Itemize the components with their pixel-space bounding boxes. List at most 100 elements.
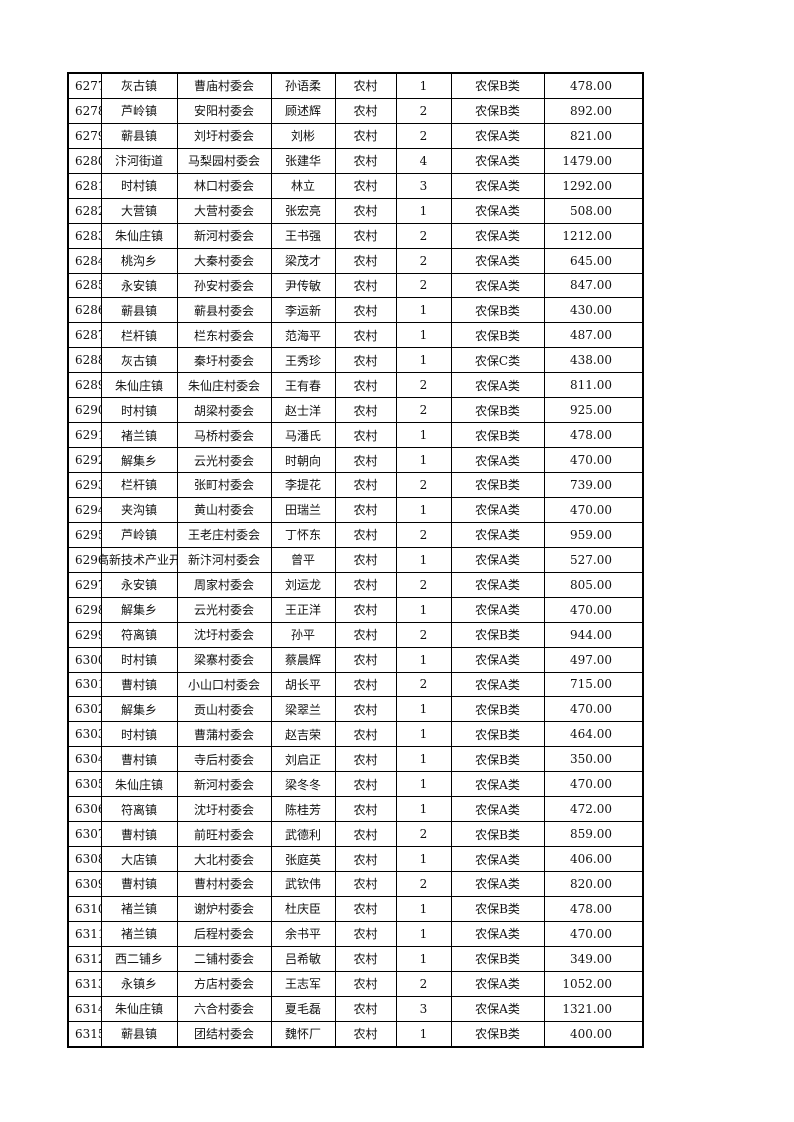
cell-area-type: 农村 xyxy=(334,671,397,698)
cell-village-committee: 六合村委会 xyxy=(176,995,272,1022)
cell-insurance-category: 农保B类 xyxy=(450,97,545,124)
cell-insurance-category: 农保B类 xyxy=(450,895,545,922)
cell-row-id: 6288 xyxy=(67,347,102,374)
cell-person-name: 王书强 xyxy=(270,222,336,249)
cell-village-committee: 大北村委会 xyxy=(176,846,272,872)
cell-area-type: 农村 xyxy=(334,272,397,299)
cell-row-id: 6305 xyxy=(67,771,102,798)
cell-area-type: 农村 xyxy=(334,447,397,473)
cell-amount: 478.00 xyxy=(543,422,644,449)
cell-town: 解集乡 xyxy=(100,447,178,473)
cell-area-type: 农村 xyxy=(334,596,397,623)
cell-row-id: 6308 xyxy=(67,846,102,872)
cell-household-count: 1 xyxy=(395,895,452,922)
table-row: 6304曹村镇寺后村委会刘启正农村1农保B类350.00 xyxy=(67,746,644,773)
cell-amount: 470.00 xyxy=(543,496,644,523)
cell-person-name: 魏怀厂 xyxy=(270,1020,336,1048)
cell-insurance-category: 农保A类 xyxy=(450,172,545,199)
table-row: 6295芦岭镇王老庄村委会丁怀东农村2农保A类959.00 xyxy=(67,521,644,548)
cell-village-committee: 前旺村委会 xyxy=(176,821,272,848)
cell-person-name: 李运新 xyxy=(270,297,336,324)
table-row: 6310褚兰镇谢炉村委会杜庆臣农村1农保B类478.00 xyxy=(67,895,644,922)
cell-area-type: 农村 xyxy=(334,222,397,249)
cell-village-committee: 新河村委会 xyxy=(176,771,272,798)
cell-person-name: 王有春 xyxy=(270,372,336,399)
cell-insurance-category: 农保B类 xyxy=(450,422,545,449)
cell-household-count: 2 xyxy=(395,871,452,897)
cell-amount: 847.00 xyxy=(543,272,644,299)
cell-village-committee: 林口村委会 xyxy=(176,172,272,199)
table-row: 6284桃沟乡大秦村委会梁茂才农村2农保A类645.00 xyxy=(67,247,644,274)
cell-village-committee: 曹庙村委会 xyxy=(176,72,272,99)
cell-area-type: 农村 xyxy=(334,372,397,399)
cell-row-id: 6306 xyxy=(67,796,102,823)
cell-village-committee: 孙安村委会 xyxy=(176,272,272,299)
cell-village-committee: 贡山村委会 xyxy=(176,696,272,723)
cell-amount: 821.00 xyxy=(543,122,644,149)
cell-row-id: 6291 xyxy=(67,422,102,449)
cell-amount: 1479.00 xyxy=(543,147,644,174)
cell-insurance-category: 农保B类 xyxy=(450,621,545,648)
cell-village-committee: 团结村委会 xyxy=(176,1020,272,1048)
cell-person-name: 张庭英 xyxy=(270,846,336,872)
cell-area-type: 农村 xyxy=(334,821,397,848)
cell-amount: 715.00 xyxy=(543,671,644,698)
cell-amount: 400.00 xyxy=(543,1020,644,1048)
cell-amount: 820.00 xyxy=(543,871,644,897)
cell-village-committee: 周家村委会 xyxy=(176,571,272,598)
cell-person-name: 孙语柔 xyxy=(270,72,336,99)
cell-amount: 739.00 xyxy=(543,472,644,498)
cell-household-count: 1 xyxy=(395,72,452,99)
cell-town: 曹村镇 xyxy=(100,671,178,698)
table-row: 6279蕲县镇刘圩村委会刘彬农村2农保A类821.00 xyxy=(67,122,644,149)
cell-village-committee: 大秦村委会 xyxy=(176,247,272,274)
cell-household-count: 1 xyxy=(395,945,452,972)
cell-person-name: 张建华 xyxy=(270,147,336,174)
cell-area-type: 农村 xyxy=(334,322,397,349)
cell-town: 时村镇 xyxy=(100,172,178,199)
cell-amount: 478.00 xyxy=(543,895,644,922)
cell-area-type: 农村 xyxy=(334,197,397,224)
cell-person-name: 杜庆臣 xyxy=(270,895,336,922)
table-row: 6285永安镇孙安村委会尹传敏农村2农保A类847.00 xyxy=(67,272,644,299)
cell-village-committee: 寺后村委会 xyxy=(176,746,272,773)
cell-insurance-category: 农保B类 xyxy=(450,696,545,723)
cell-insurance-category: 农保B类 xyxy=(450,821,545,848)
table-row: 6291褚兰镇马桥村委会马潘氏农村1农保B类478.00 xyxy=(67,422,644,449)
cell-village-committee: 谢炉村委会 xyxy=(176,895,272,922)
cell-household-count: 1 xyxy=(395,846,452,872)
cell-amount: 959.00 xyxy=(543,521,644,548)
cell-village-committee: 蕲县村委会 xyxy=(176,297,272,324)
cell-area-type: 农村 xyxy=(334,945,397,972)
cell-row-id: 6277 xyxy=(67,72,102,99)
cell-amount: 470.00 xyxy=(543,920,644,947)
cell-amount: 527.00 xyxy=(543,546,644,573)
cell-area-type: 农村 xyxy=(334,621,397,648)
cell-area-type: 农村 xyxy=(334,995,397,1022)
cell-insurance-category: 农保B类 xyxy=(450,72,545,99)
cell-household-count: 2 xyxy=(395,222,452,249)
cell-village-committee: 方店村委会 xyxy=(176,970,272,997)
cell-amount: 1052.00 xyxy=(543,970,644,997)
cell-amount: 508.00 xyxy=(543,197,644,224)
cell-row-id: 6304 xyxy=(67,746,102,773)
cell-person-name: 田瑞兰 xyxy=(270,496,336,523)
cell-area-type: 农村 xyxy=(334,72,397,99)
cell-amount: 478.00 xyxy=(543,72,644,99)
cell-row-id: 6312 xyxy=(67,945,102,972)
cell-insurance-category: 农保B类 xyxy=(450,721,545,748)
cell-insurance-category: 农保A类 xyxy=(450,846,545,872)
cell-row-id: 6300 xyxy=(67,646,102,673)
cell-row-id: 6282 xyxy=(67,197,102,224)
cell-town: 蕲县镇 xyxy=(100,122,178,149)
cell-town: 桃沟乡 xyxy=(100,247,178,274)
cell-area-type: 农村 xyxy=(334,521,397,548)
cell-person-name: 孙平 xyxy=(270,621,336,648)
cell-person-name: 曾平 xyxy=(270,546,336,573)
cell-person-name: 陈桂芳 xyxy=(270,796,336,823)
cell-person-name: 尹传敏 xyxy=(270,272,336,299)
cell-person-name: 丁怀东 xyxy=(270,521,336,548)
cell-town: 栏杆镇 xyxy=(100,472,178,498)
cell-amount: 1212.00 xyxy=(543,222,644,249)
cell-amount: 859.00 xyxy=(543,821,644,848)
